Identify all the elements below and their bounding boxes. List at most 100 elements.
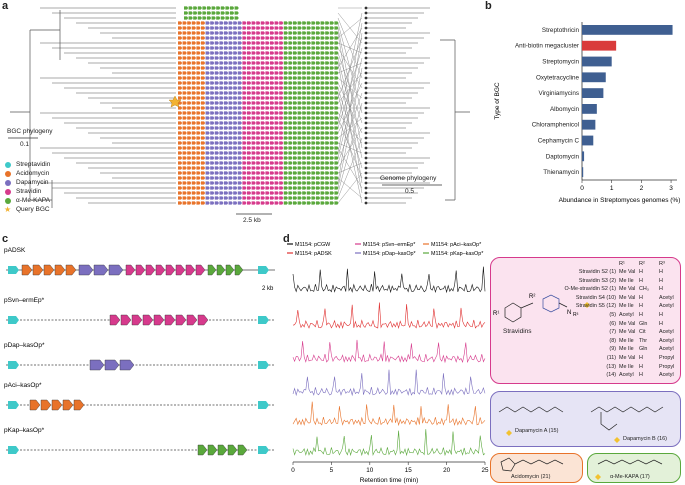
gene-arrow xyxy=(260,51,265,55)
gene-arrow xyxy=(219,156,224,160)
gene-arrow xyxy=(187,101,192,105)
genome-phylogeny-tree xyxy=(364,6,470,205)
gene-arrow xyxy=(329,71,334,75)
gene-arrow xyxy=(247,126,252,130)
gene-arrow xyxy=(256,21,261,25)
gene-arrow xyxy=(302,76,307,80)
gene-arrow xyxy=(334,151,339,155)
gene-arrow xyxy=(178,176,183,180)
gene-arrow xyxy=(40,399,52,411)
gene-arrow xyxy=(329,101,334,105)
gene-arrow xyxy=(279,166,284,170)
gene-arrow xyxy=(306,76,311,80)
avd-arrow xyxy=(8,266,19,274)
category-label: Daptomycin xyxy=(546,153,580,160)
avd-arrow xyxy=(8,401,19,409)
genome-node xyxy=(364,176,368,180)
table-cell: (14) xyxy=(606,372,616,379)
gene-arrow xyxy=(251,91,256,95)
gene-arrow xyxy=(175,314,187,326)
gene-arrow xyxy=(306,66,311,70)
table-cell: O-Me-stravidin S2 (1) xyxy=(564,286,616,293)
gene-arrow xyxy=(196,31,201,35)
gene-arrow xyxy=(187,76,192,80)
gene-arrow xyxy=(216,6,221,10)
gene-arrow xyxy=(316,21,321,25)
gene-arrow xyxy=(260,106,265,110)
gene-arrow xyxy=(233,101,238,105)
gene-arrow xyxy=(306,31,311,35)
table-cell: Me Ile xyxy=(619,277,634,284)
gene-arrow xyxy=(260,56,265,60)
gene-arrow xyxy=(196,86,201,90)
gene-arrow xyxy=(279,41,284,45)
gene-arrow xyxy=(265,186,270,190)
gene-arrow xyxy=(187,61,192,65)
x-tick-label: 10 xyxy=(366,467,374,474)
gene-arrow xyxy=(302,161,307,165)
gene-arrow xyxy=(325,51,330,55)
table-cell: H xyxy=(659,311,663,318)
bgc-scale-label: BGC phylogeny xyxy=(7,128,53,135)
gene-arrow xyxy=(205,86,210,90)
gene-arrow xyxy=(237,66,242,70)
gene-arrow xyxy=(178,141,183,145)
gene-arrow xyxy=(219,191,224,195)
gene-arrow xyxy=(219,141,224,145)
gene-arrow xyxy=(191,26,196,30)
gene-arrow xyxy=(233,106,238,110)
gene-arrow xyxy=(228,46,233,50)
gene-arrow xyxy=(260,191,265,195)
gene-arrow xyxy=(228,41,233,45)
gene-arrow xyxy=(297,91,302,95)
gene-arrow xyxy=(256,81,261,85)
gene-arrow xyxy=(260,41,265,45)
gene-arrow xyxy=(293,101,298,105)
table-cell: Acetyl xyxy=(619,311,634,318)
gene-arrow xyxy=(283,171,288,175)
gene-arrow xyxy=(316,31,321,35)
gene-arrow xyxy=(279,171,284,175)
gene-arrow xyxy=(247,91,252,95)
gene-arrow xyxy=(196,101,201,105)
gene-arrow xyxy=(293,41,298,45)
gene-arrow xyxy=(288,141,293,145)
gene-arrow xyxy=(316,76,321,80)
legend-item: α-Me-KAPA xyxy=(4,196,50,205)
gene-arrow xyxy=(233,51,238,55)
genome-node xyxy=(364,16,368,20)
gene-arrow xyxy=(219,86,224,90)
stravidins-label: Stravidins xyxy=(503,328,532,335)
gene-arrow xyxy=(205,66,210,70)
table-row: (5) Acetyl H H xyxy=(549,312,681,321)
gene-arrow xyxy=(325,71,330,75)
query-bgc-star xyxy=(168,95,182,108)
gene-arrow xyxy=(182,161,187,165)
gene-arrow xyxy=(43,264,55,276)
gene-arrow xyxy=(187,141,192,145)
gene-arrow xyxy=(311,86,316,90)
gene-arrow xyxy=(311,76,316,80)
gene-arrow xyxy=(247,21,252,25)
gene-arrow xyxy=(214,121,219,125)
gene-arrow xyxy=(316,96,321,100)
gene-arrow xyxy=(283,91,288,95)
gene-arrow xyxy=(247,146,252,150)
gene-arrow xyxy=(228,191,233,195)
gene-arrow xyxy=(316,36,321,40)
table-row: Stravidin S2 (1) Me Val H H xyxy=(549,269,681,278)
gene-arrow xyxy=(228,186,233,190)
gene-arrow xyxy=(230,6,235,10)
panel-label-a: a xyxy=(2,0,9,12)
gene-arrow xyxy=(334,31,339,35)
gene-arrow xyxy=(293,106,298,110)
gene-arrow xyxy=(210,66,215,70)
gene-arrow xyxy=(302,146,307,150)
lcms-chromatograms: M1154: pCGW M1154: pSvn–ermEp* M1154: pAci… xyxy=(287,242,489,484)
gene-arrow xyxy=(224,91,229,95)
gene-arrow xyxy=(334,136,339,140)
gene-arrow xyxy=(265,166,270,170)
gene-arrow xyxy=(196,106,201,110)
genome-node xyxy=(364,196,368,200)
gene-arrow xyxy=(210,21,215,25)
